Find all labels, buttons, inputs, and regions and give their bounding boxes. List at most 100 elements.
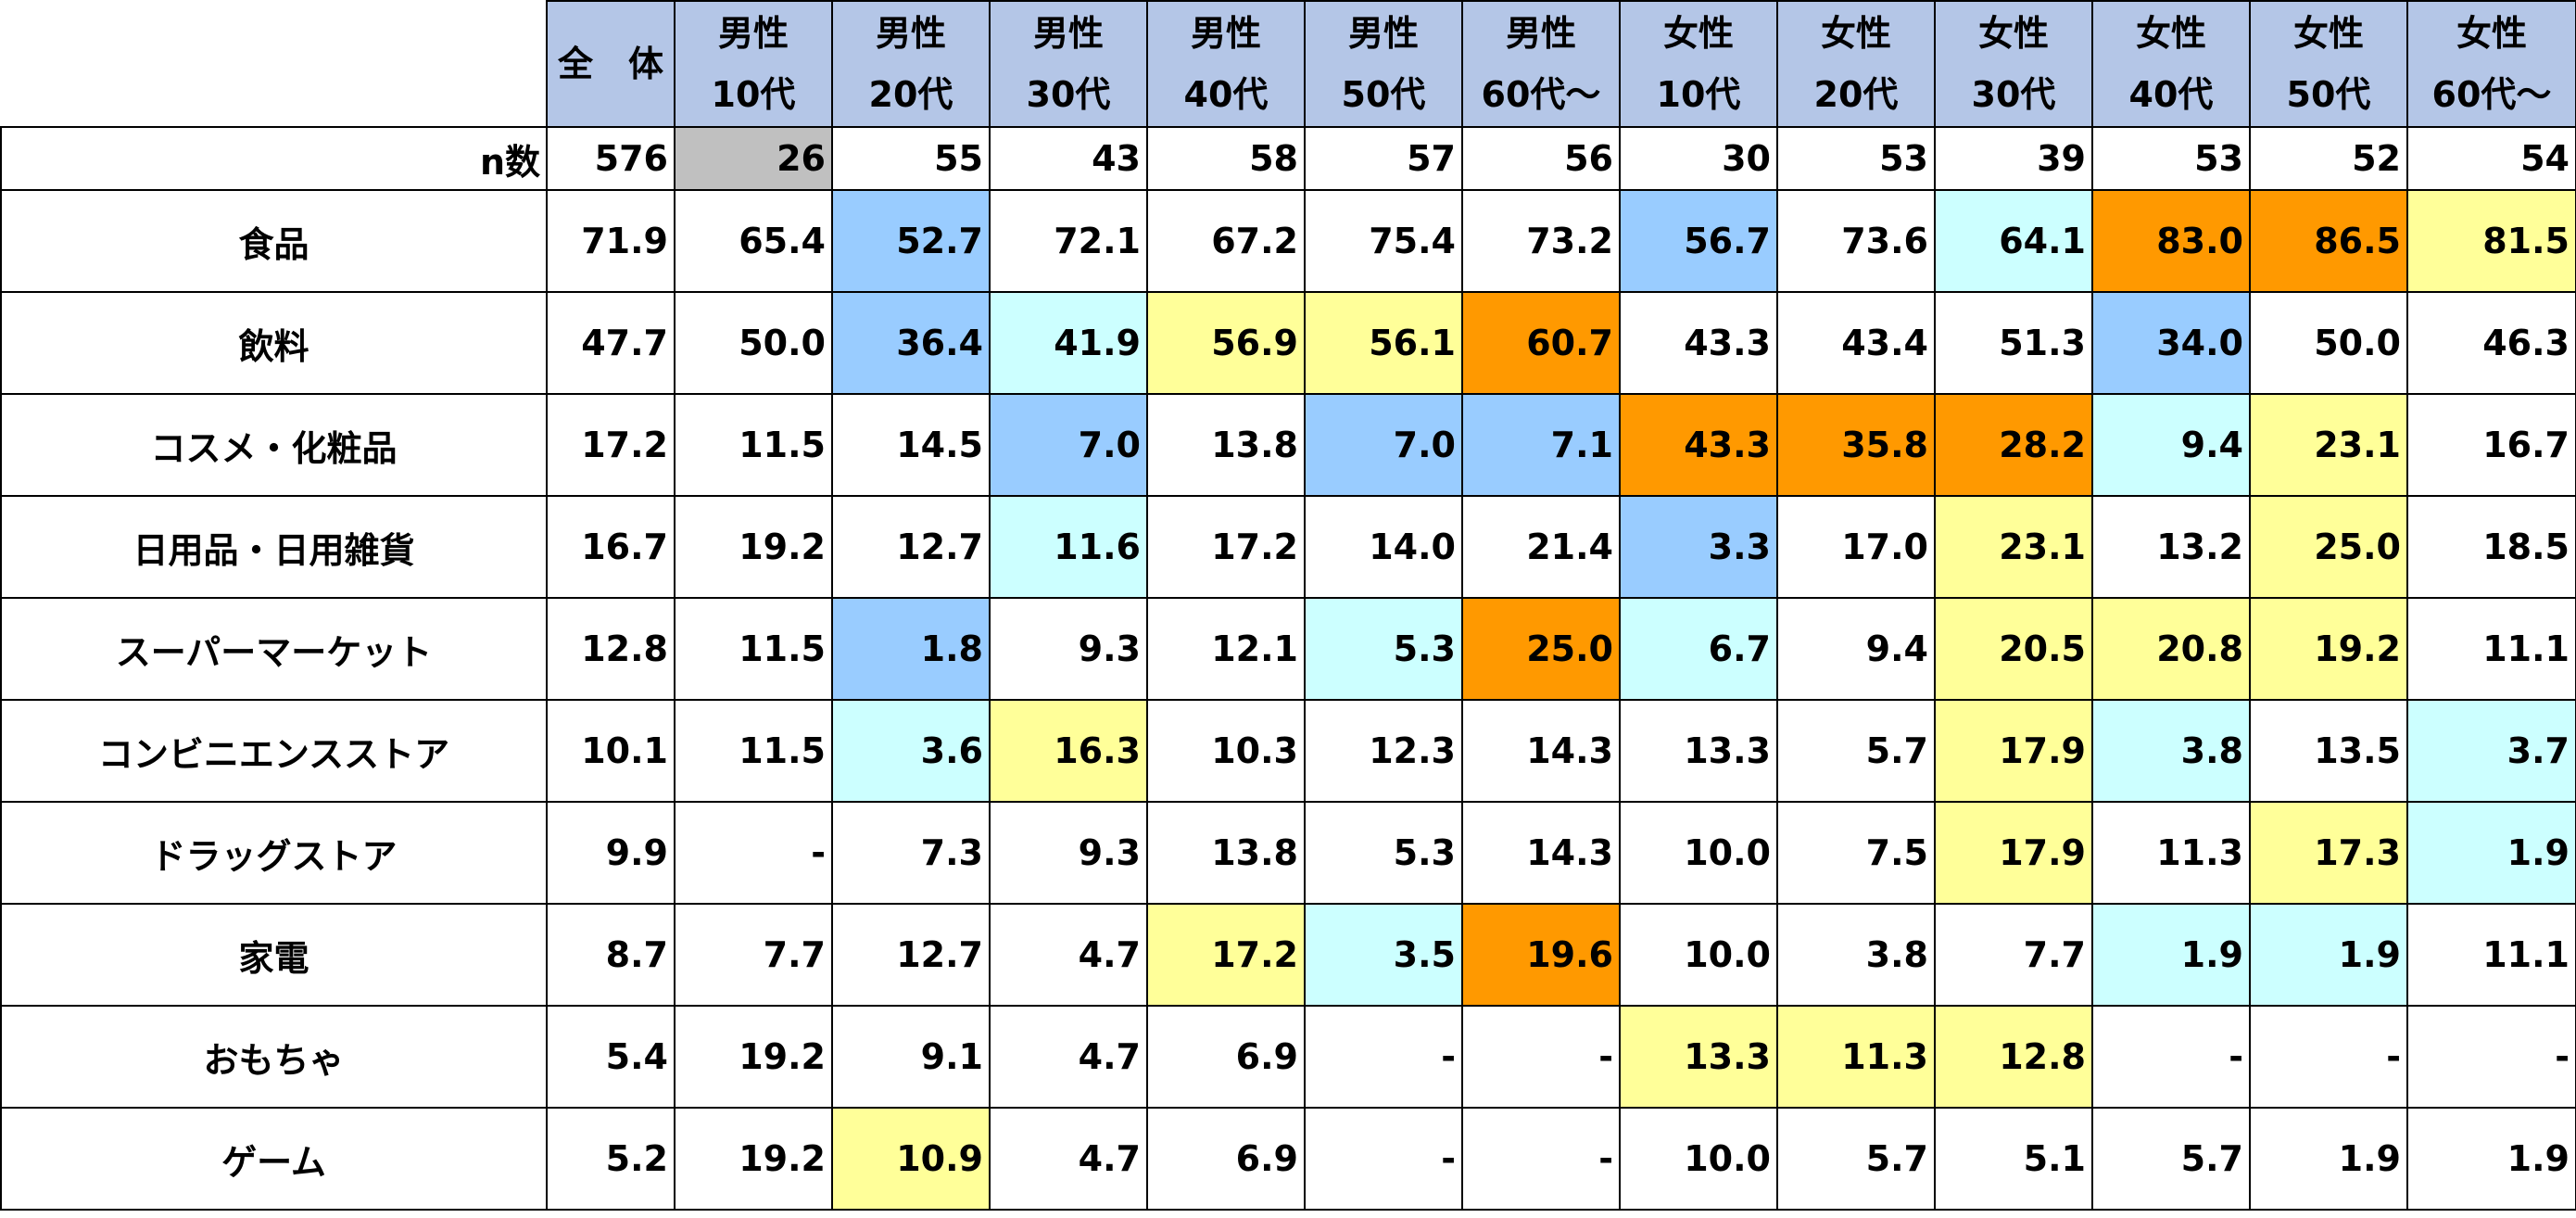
value-cell: 14.0: [1304, 495, 1463, 599]
value-cell: 1.9: [2249, 903, 2408, 1007]
value-cell: 72.1: [989, 189, 1148, 293]
value-cell: 6.7: [1619, 597, 1778, 701]
value-cell: 75.4: [1304, 189, 1463, 293]
header-line: 20代: [868, 74, 953, 115]
data-row: コスメ・化粧品 17.2 11.5 14.5 7.0 13.8 7.0 7.1 43.3 35.8…: [0, 393, 2576, 497]
n-cell: 53: [1776, 126, 1936, 191]
n-cell: 52: [2249, 126, 2408, 191]
n-cell: 30: [1619, 126, 1778, 191]
value-cell: 1.9: [2091, 903, 2251, 1007]
header-line: 女性: [1977, 13, 2049, 54]
value-cell: 23.1: [2249, 393, 2408, 497]
value-cell: 10.1: [546, 699, 676, 803]
value-cell: 3.8: [2091, 699, 2251, 803]
header-cell: 女性 30代: [1934, 0, 2093, 128]
value-cell: 17.9: [1934, 699, 2093, 803]
value-cell: 13.8: [1146, 393, 1306, 497]
value-cell: 7.7: [674, 903, 833, 1007]
value-cell: 36.4: [831, 291, 991, 395]
value-cell: 16.3: [989, 699, 1148, 803]
value-cell: 7.0: [1304, 393, 1463, 497]
value-cell: 10.9: [831, 1107, 991, 1211]
value-cell: 71.9: [546, 189, 676, 293]
value-cell: 19.2: [674, 1005, 833, 1109]
value-cell: 19.6: [1461, 903, 1621, 1007]
value-cell: 14.3: [1461, 699, 1621, 803]
value-cell: 67.2: [1146, 189, 1306, 293]
value-cell: 81.5: [2406, 189, 2576, 293]
row-label: コスメ・化粧品: [0, 393, 548, 497]
value-cell: 50.0: [2249, 291, 2408, 395]
value-cell: 25.0: [1461, 597, 1621, 701]
value-cell: 23.1: [1934, 495, 2093, 599]
value-cell: 28.2: [1934, 393, 2093, 497]
row-label: 飲料: [0, 291, 548, 395]
value-cell: 83.0: [2091, 189, 2251, 293]
value-cell: 9.9: [546, 801, 676, 905]
header-line: 60代～: [2431, 74, 2552, 115]
value-cell: 14.3: [1461, 801, 1621, 905]
header-line: 男性: [1190, 13, 1261, 54]
value-cell: 11.3: [1776, 1005, 1936, 1109]
value-cell: 56.7: [1619, 189, 1778, 293]
header-line: 男性: [875, 13, 946, 54]
data-row: 食品 71.9 65.4 52.7 72.1 67.2 75.4 73.2 56.7 73.6 64…: [0, 189, 2576, 293]
value-cell: 9.3: [989, 597, 1148, 701]
value-cell: 17.2: [546, 393, 676, 497]
value-cell: 13.2: [2091, 495, 2251, 599]
header-line: 女性: [1662, 13, 1734, 54]
value-cell: 12.8: [1934, 1005, 2093, 1109]
value-cell: 9.4: [2091, 393, 2251, 497]
value-cell: 11.1: [2406, 597, 2576, 701]
n-cell: 55: [831, 126, 991, 191]
value-cell: 3.3: [1619, 495, 1778, 599]
value-cell: 60.7: [1461, 291, 1621, 395]
value-cell: 16.7: [2406, 393, 2576, 497]
value-cell: -: [674, 801, 833, 905]
value-cell: -: [1461, 1107, 1621, 1211]
value-cell: 3.7: [2406, 699, 2576, 803]
value-cell: 64.1: [1934, 189, 2093, 293]
value-cell: 35.8: [1776, 393, 1936, 497]
value-cell: 3.6: [831, 699, 991, 803]
value-cell: 73.6: [1776, 189, 1936, 293]
value-cell: 9.1: [831, 1005, 991, 1109]
value-cell: 43.3: [1619, 291, 1778, 395]
n-cell: 56: [1461, 126, 1621, 191]
value-cell: 11.5: [674, 699, 833, 803]
value-cell: 12.7: [831, 495, 991, 599]
header-line: 60代～: [1481, 74, 1601, 115]
header-line: 全 体: [557, 44, 663, 84]
value-cell: 56.1: [1304, 291, 1463, 395]
row-label: おもちゃ: [0, 1005, 548, 1109]
row-label: 日用品・日用雑貨: [0, 495, 548, 599]
data-row: スーパーマーケット 12.8 11.5 1.8 9.3 12.1 5.3 25.0 6.7 9.4…: [0, 597, 2576, 701]
header-row: 全 体男性 10代 男性 20代 男性 30代 男性 40代 男性 50代 男性 60代～ 女性 10代女…: [1, 0, 2576, 128]
header-line: 30代: [1971, 74, 2056, 115]
value-cell: 11.3: [2091, 801, 2251, 905]
header-line: 男性: [1032, 13, 1104, 54]
value-cell: 3.8: [1776, 903, 1936, 1007]
row-label: ドラッグストア: [0, 801, 548, 905]
value-cell: 4.7: [989, 1107, 1148, 1211]
value-cell: 9.4: [1776, 597, 1936, 701]
value-cell: 14.5: [831, 393, 991, 497]
value-cell: -: [1304, 1107, 1463, 1211]
header-line: 女性: [2135, 13, 2206, 54]
header-cell: 男性 40代: [1146, 0, 1306, 128]
n-cell: 576: [546, 126, 676, 191]
value-cell: 5.7: [1776, 1107, 1936, 1211]
header-line: 30代: [1026, 74, 1111, 115]
value-cell: 17.2: [1146, 903, 1306, 1007]
row-label: ゲーム: [0, 1107, 548, 1211]
value-cell: -: [1461, 1005, 1621, 1109]
header-line: 女性: [2292, 13, 2364, 54]
value-cell: 52.7: [831, 189, 991, 293]
value-cell: 56.9: [1146, 291, 1306, 395]
header-cell: 女性 20代: [1776, 0, 1936, 128]
value-cell: 11.5: [674, 597, 833, 701]
header-cell: 女性 40代: [2091, 0, 2251, 128]
n-cell: 54: [2406, 126, 2576, 191]
